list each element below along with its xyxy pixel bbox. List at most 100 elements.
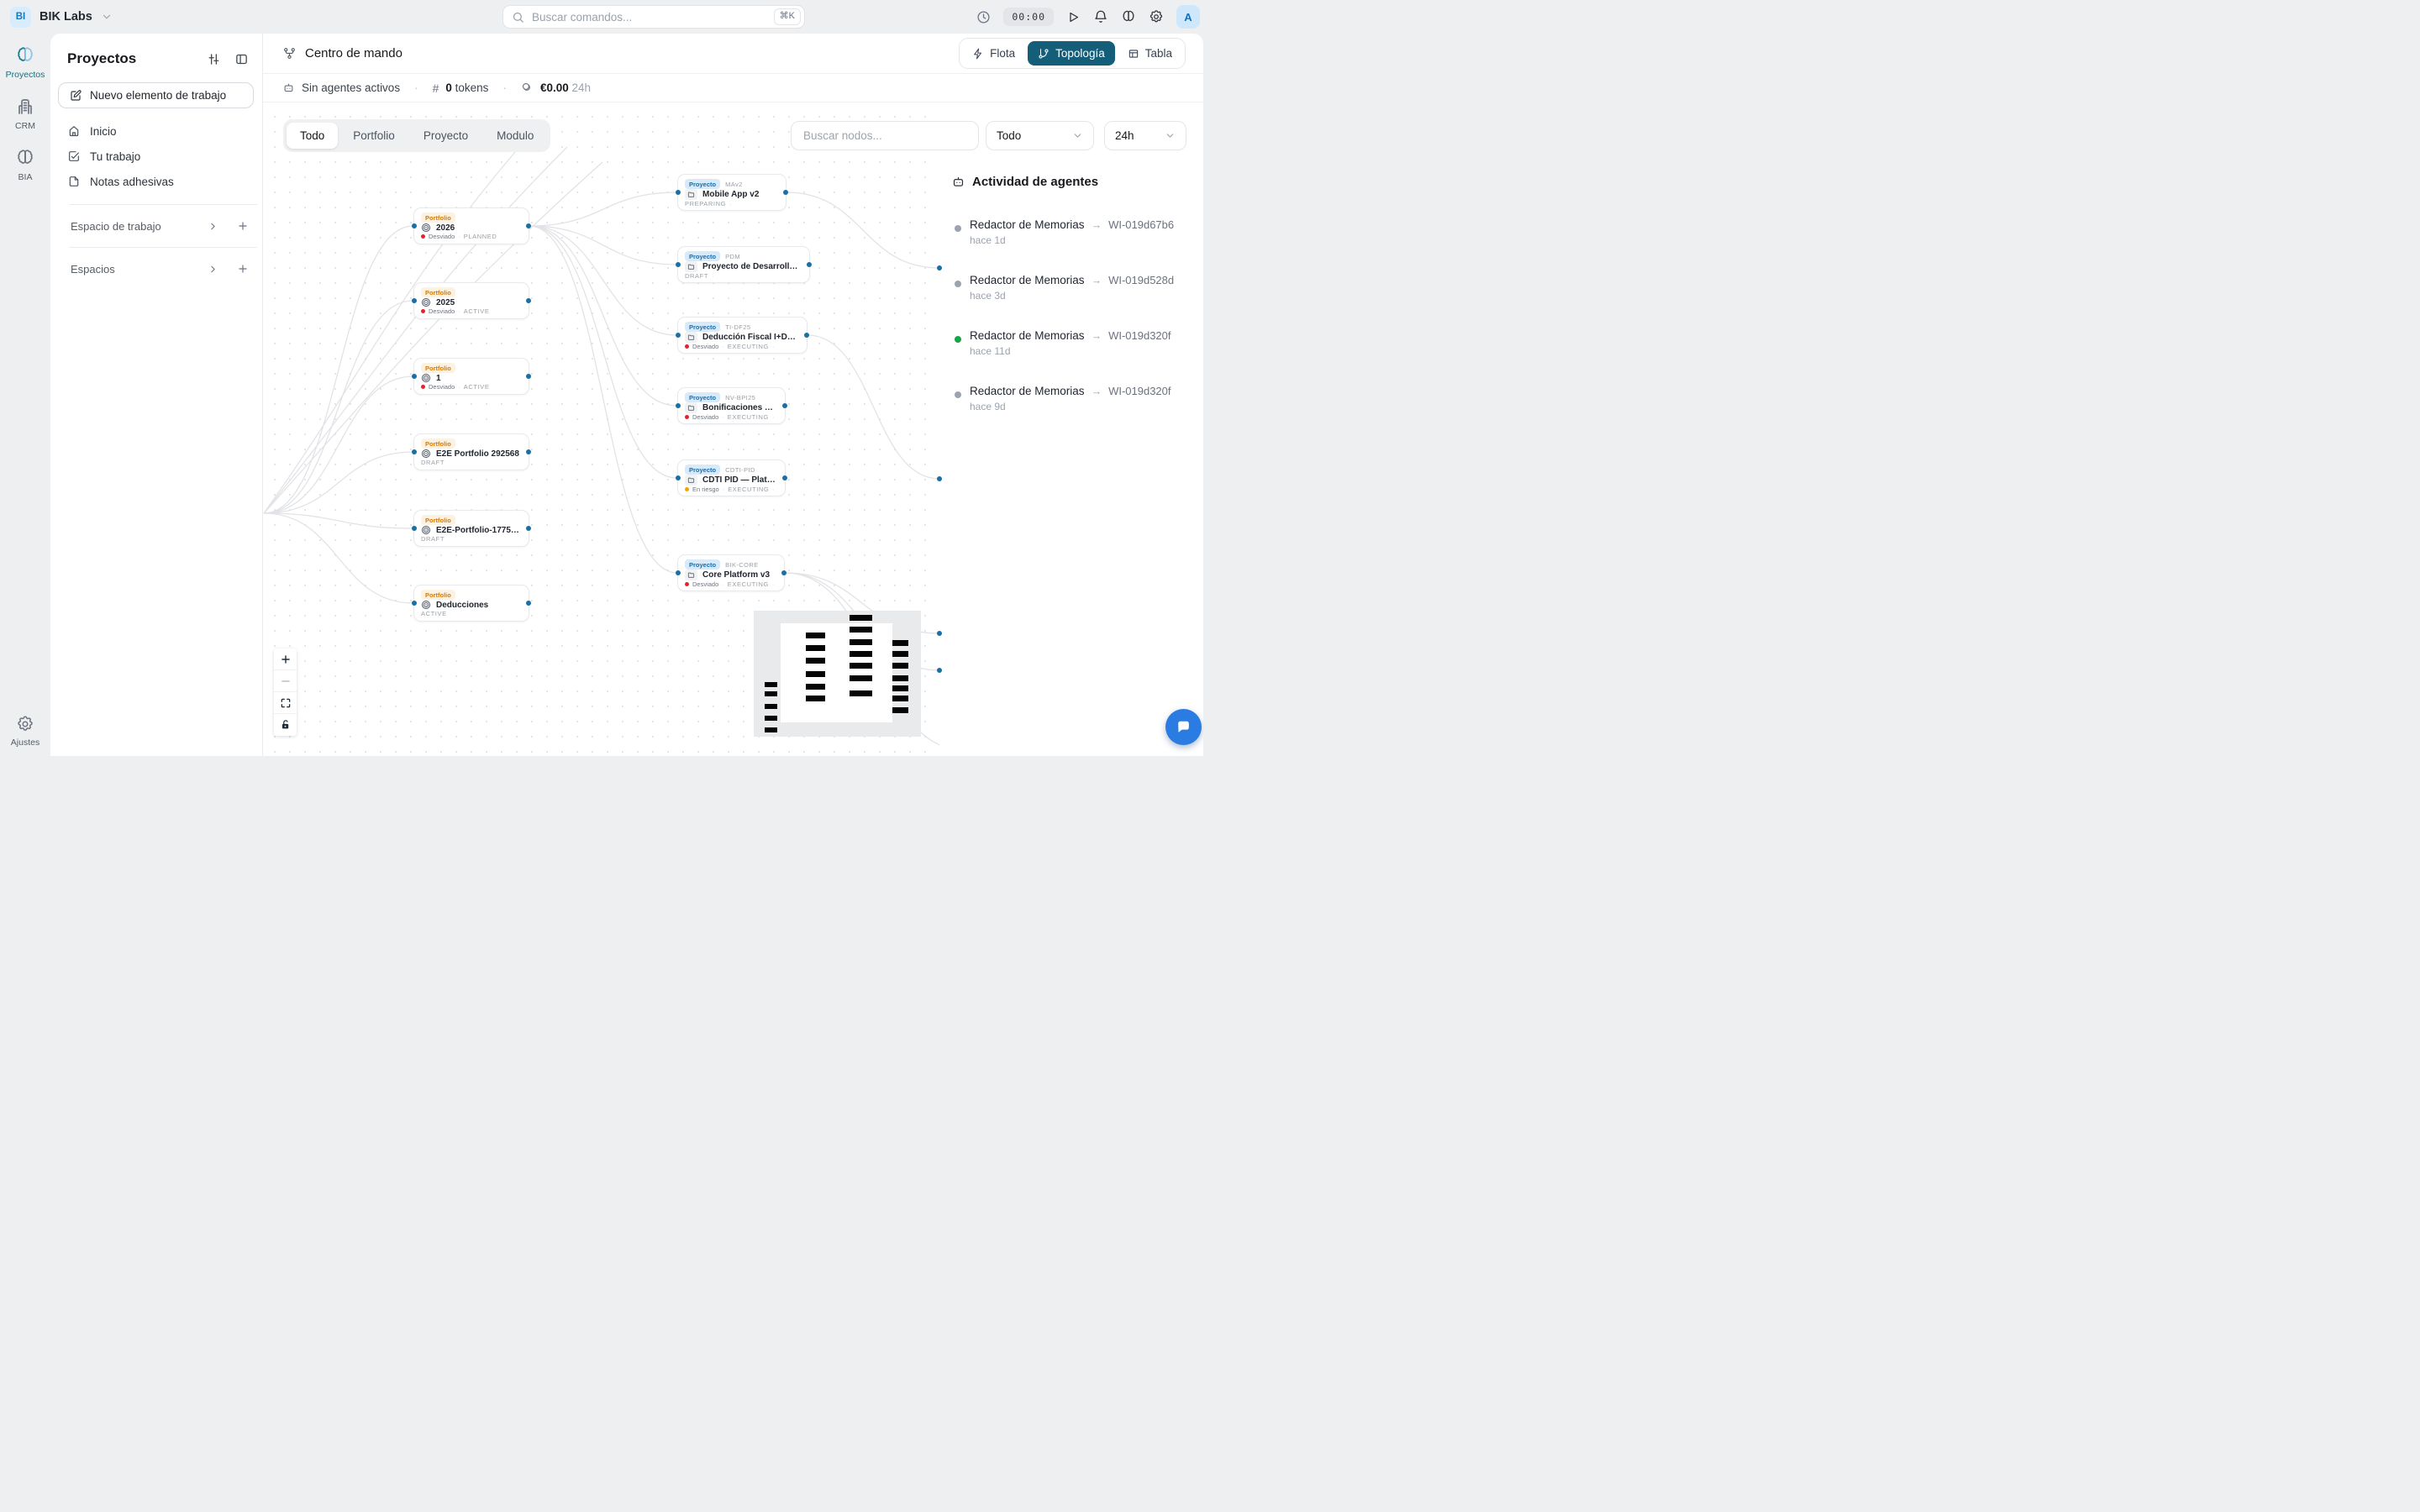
sidebar-item-tu-trabajo[interactable]: Tu trabajo [50,144,262,169]
activity-item[interactable]: Redactor de Memorias → WI-019d67b6 hace 1d [955,218,1174,246]
folder-icon [685,189,697,201]
zoom-in-button[interactable] [274,648,297,670]
graph-node[interactable]: Portfolio 1 Desviado · ACTIVE [412,358,531,395]
sidebar-item-inicio[interactable]: Inicio [50,118,262,144]
node-handle-left[interactable] [676,190,681,195]
type-filter-select[interactable]: Todo [986,121,1094,150]
activity-item[interactable]: Redactor de Memorias → WI-019d320f hace 11d [955,329,1171,357]
graph-node[interactable]: Portfolio 2026 Desviado · PLANNED [412,207,531,244]
sidebar-item-notas-adhesivas[interactable]: Notas adhesivas [50,169,262,194]
graph-node[interactable]: Proyecto PDM Proyecto de Desarrollo de Pla… [676,246,812,283]
fit-view-button[interactable] [274,692,297,714]
settings-gear-icon[interactable] [1149,9,1164,24]
folder-icon [685,332,697,344]
node-handle-left[interactable] [676,403,681,408]
chat-fab-button[interactable] [1165,709,1202,745]
node-handle-left[interactable] [676,570,681,575]
node-search[interactable] [791,121,979,150]
add-icon[interactable] [237,220,249,232]
tab-todo[interactable]: Todo [287,123,339,149]
agent-status-dot [955,281,961,287]
node-handle-right[interactable] [526,298,531,303]
node-handle-right[interactable] [782,475,787,480]
node-handle-right[interactable] [526,223,531,228]
timer-display[interactable]: 00:00 [1003,8,1054,26]
node-title: 1 [436,373,441,383]
view-button-flota[interactable]: Flota [962,41,1025,66]
graph-edge [263,451,414,514]
node-status: En riesgo · EXECUTING · [685,486,778,493]
tab-proyecto[interactable]: Proyecto [410,123,481,149]
node-handle-right[interactable] [526,449,531,454]
graph-node[interactable]: Proyecto MAv2 Mobile App v2 PREPARING · [676,174,788,211]
tab-portfolio[interactable]: Portfolio [339,123,408,149]
node-handle-left[interactable] [676,475,681,480]
view-button-tabla[interactable]: Tabla [1118,41,1182,66]
node-handle-left[interactable] [412,449,417,454]
command-search-input[interactable] [530,9,768,24]
graph-node[interactable]: Portfolio Deducciones ACTIVE [412,585,531,622]
panel-toggle-icon[interactable] [234,52,249,66]
target-icon [421,600,431,610]
user-avatar[interactable]: A [1176,5,1200,29]
node-handle-left[interactable] [676,333,681,338]
node-handle-right[interactable] [526,374,531,379]
node-handle-right[interactable] [783,190,788,195]
rail-item-crm[interactable]: CRM [15,97,35,131]
topology-canvas[interactable]: Portfolio 2026 Desviado · PLANNED Portfolio 20… [263,103,1203,756]
clock-icon [976,10,991,24]
graph-node[interactable]: Portfolio E2E Portfolio 292568 DRAFT [412,433,531,470]
chevron-right-icon[interactable] [208,264,218,275]
add-icon[interactable] [237,263,249,275]
node-handle-left[interactable] [412,223,417,228]
graph-node[interactable]: Proyecto TI-DF25 Deducción Fiscal I+D+i 20… [676,317,809,354]
graph-edge [263,146,568,514]
sidebar-section-espacios[interactable]: Espacios [50,258,262,280]
tokens-unit: tokens [455,81,489,94]
activity-item[interactable]: Redactor de Memorias → WI-019d320f hace 9d [955,385,1171,412]
rail-item-proyectos[interactable]: Proyectos [6,45,45,80]
node-handle-left[interactable] [412,298,417,303]
node-handle-right[interactable] [782,403,787,408]
filter-icon[interactable] [207,52,221,66]
node-handle-left[interactable] [412,526,417,531]
node-handle-left[interactable] [676,262,681,267]
sidebar-section-espacio-de-trabajo[interactable]: Espacio de trabajo [50,215,262,237]
brain-assistant-icon[interactable] [1121,9,1136,24]
view-button-topologia[interactable]: Topología [1028,41,1115,66]
node-handle-right[interactable] [804,333,809,338]
node-handle-right[interactable] [526,601,531,606]
page-title: Centro de mando [305,46,402,60]
node-title: Core Platform v3 [702,570,771,580]
org-switcher[interactable]: BI BIK Labs [10,6,113,28]
notifications-bell-icon[interactable] [1093,9,1108,24]
node-handle-right[interactable] [807,262,812,267]
node-title: CDTI PID — Plataforma IA Industrial [702,475,778,486]
minimap[interactable] [754,611,921,737]
node-handle-right[interactable] [781,570,786,575]
tab-modulo[interactable]: Modulo [483,123,547,149]
command-search[interactable]: ⌘K [502,5,805,29]
lock-toggle-button[interactable] [274,714,297,736]
graph-node[interactable]: PortfolioE2E-Portfolio-1775555694636DRAF… [412,510,531,547]
play-button[interactable] [1066,10,1081,24]
zoom-out-button[interactable] [274,670,297,692]
node-handle-left[interactable] [412,601,417,606]
rail-item-ajustes[interactable]: Ajustes [11,715,39,748]
target-icon [421,223,431,233]
rail-item-bia[interactable]: BIA [15,148,35,182]
chevron-right-icon[interactable] [208,221,218,232]
activity-item[interactable]: Redactor de Memorias → WI-019d528d hace 3d [955,274,1174,302]
graph-node[interactable]: Proyecto BIK-CORE Core Platform v3 Desviado… [676,554,786,591]
node-search-input[interactable] [802,129,968,143]
new-work-item-button[interactable]: Nuevo elemento de trabajo [58,82,254,108]
period-filter-select[interactable]: 24h [1104,121,1186,150]
node-handle-left[interactable] [412,374,417,379]
activity-time: hace 1d [970,234,1006,246]
node-handle-right[interactable] [526,526,531,531]
minimap-node [806,645,825,651]
graph-node[interactable]: Portfolio 2025 Desviado · ACTIVE [412,282,531,319]
app-rail: Proyectos CRM BIA Ajustes [0,34,50,756]
